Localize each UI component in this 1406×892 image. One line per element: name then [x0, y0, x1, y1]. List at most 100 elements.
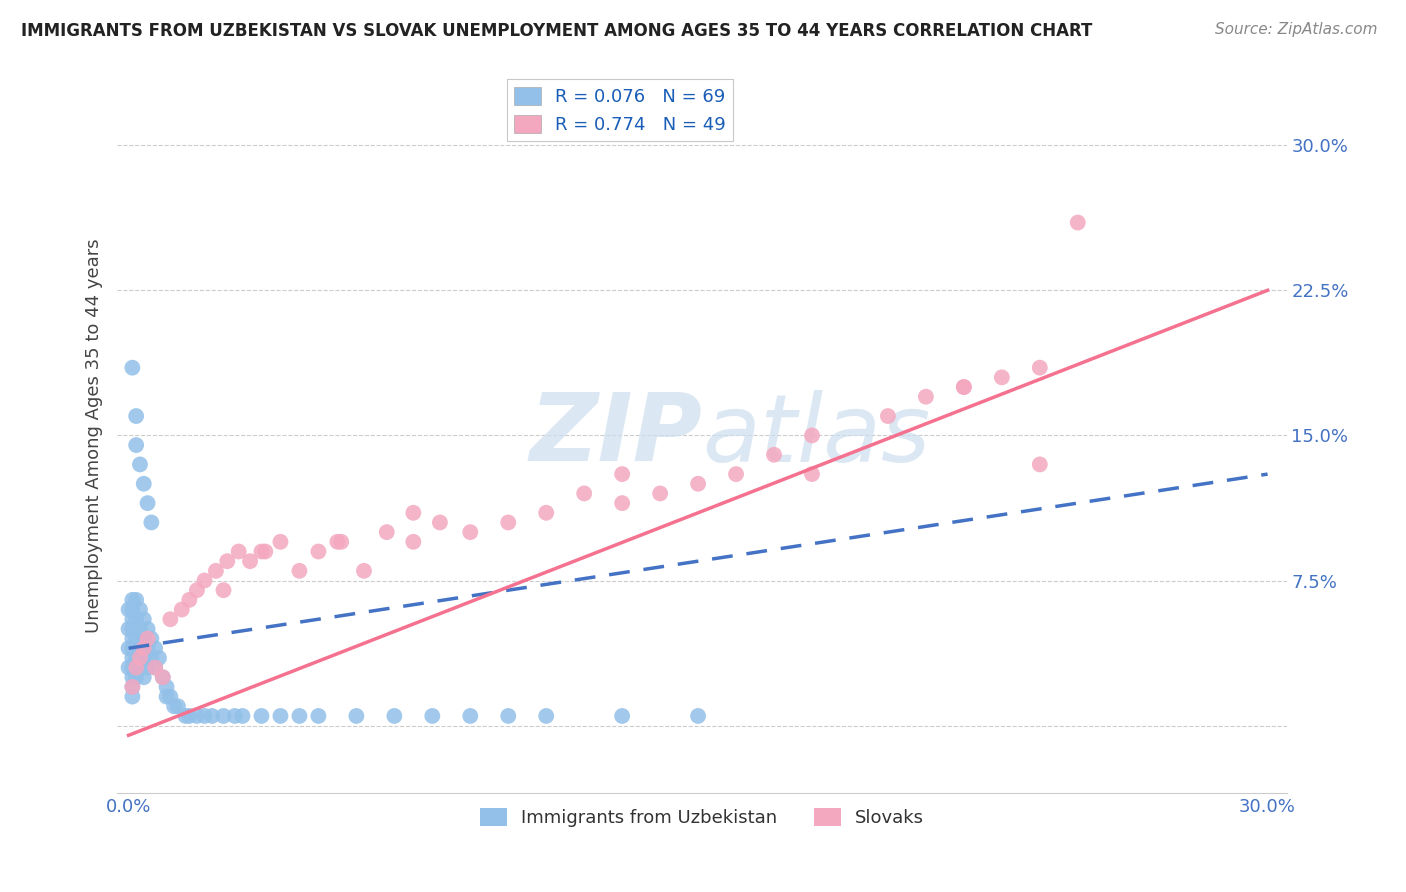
Y-axis label: Unemployment Among Ages 35 to 44 years: Unemployment Among Ages 35 to 44 years [86, 238, 103, 632]
Point [330, 534, 353, 549]
Point [1067, 216, 1090, 230]
Point [610, 467, 633, 481]
Point [429, 516, 451, 530]
Point [132, 632, 155, 646]
Point [136, 622, 159, 636]
Point [132, 612, 155, 626]
Point [163, 699, 186, 714]
Point [254, 544, 277, 558]
Point [953, 380, 976, 394]
Point [121, 592, 143, 607]
Point [132, 670, 155, 684]
Point [121, 641, 143, 656]
Point [250, 709, 273, 723]
Point [458, 709, 481, 723]
Point [121, 680, 143, 694]
Point [269, 709, 291, 723]
Point [132, 476, 155, 491]
Point [763, 448, 786, 462]
Point [402, 506, 425, 520]
Point [155, 690, 177, 704]
Point [136, 641, 159, 656]
Point [496, 709, 519, 723]
Point [141, 651, 163, 665]
Point [496, 516, 519, 530]
Point [610, 496, 633, 510]
Point [269, 534, 291, 549]
Point [121, 660, 143, 674]
Point [193, 709, 215, 723]
Point [179, 592, 201, 607]
Point [121, 622, 143, 636]
Point [159, 612, 181, 626]
Point [141, 632, 163, 646]
Point [307, 709, 329, 723]
Point [159, 690, 181, 704]
Point [117, 641, 139, 656]
Point [212, 709, 235, 723]
Point [125, 409, 148, 423]
Point [117, 660, 139, 674]
Point [129, 622, 152, 636]
Text: Source: ZipAtlas.com: Source: ZipAtlas.com [1215, 22, 1378, 37]
Point [228, 544, 250, 558]
Point [420, 709, 443, 723]
Point [534, 506, 557, 520]
Point [148, 651, 170, 665]
Point [1029, 458, 1052, 472]
Point [129, 458, 152, 472]
Point [688, 709, 710, 723]
Point [121, 651, 143, 665]
Point [143, 660, 166, 674]
Legend: Immigrants from Uzbekistan, Slovaks: Immigrants from Uzbekistan, Slovaks [472, 801, 931, 834]
Point [136, 632, 159, 646]
Point [239, 554, 262, 568]
Point [217, 554, 239, 568]
Point [179, 709, 201, 723]
Point [129, 602, 152, 616]
Point [205, 564, 228, 578]
Point [186, 583, 208, 598]
Point [877, 409, 900, 423]
Point [458, 525, 481, 540]
Point [117, 622, 139, 636]
Point [250, 544, 273, 558]
Point [344, 709, 367, 723]
Point [121, 360, 143, 375]
Point [132, 641, 155, 656]
Text: IMMIGRANTS FROM UZBEKISTAN VS SLOVAK UNEMPLOYMENT AMONG AGES 35 TO 44 YEARS CORR: IMMIGRANTS FROM UZBEKISTAN VS SLOVAK UNE… [21, 22, 1092, 40]
Point [125, 632, 148, 646]
Text: atlas: atlas [702, 390, 931, 481]
Point [353, 564, 375, 578]
Point [136, 496, 159, 510]
Point [326, 534, 349, 549]
Point [121, 612, 143, 626]
Point [991, 370, 1014, 384]
Point [953, 380, 976, 394]
Point [193, 574, 215, 588]
Point [375, 525, 398, 540]
Point [121, 690, 143, 704]
Text: ZIP: ZIP [529, 390, 702, 482]
Point [288, 564, 311, 578]
Point [915, 390, 938, 404]
Point [152, 670, 174, 684]
Point [534, 709, 557, 723]
Point [136, 660, 159, 674]
Point [650, 486, 672, 500]
Point [224, 709, 246, 723]
Point [141, 516, 163, 530]
Point [801, 467, 824, 481]
Point [170, 602, 193, 616]
Point [186, 709, 208, 723]
Point [167, 699, 190, 714]
Point [121, 670, 143, 684]
Point [307, 544, 329, 558]
Point [174, 709, 197, 723]
Point [382, 709, 405, 723]
Point [125, 651, 148, 665]
Point [132, 651, 155, 665]
Point [212, 583, 235, 598]
Point [801, 428, 824, 442]
Point [143, 660, 166, 674]
